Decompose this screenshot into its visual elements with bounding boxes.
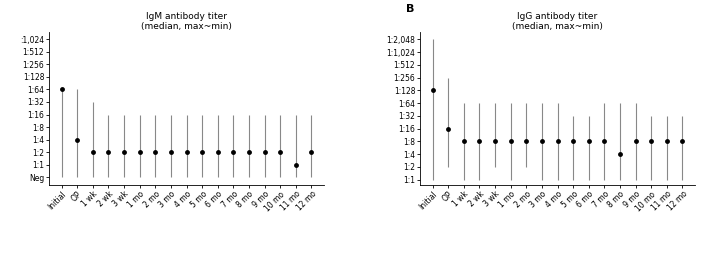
Title: IgG antibody titer
(median, max~min): IgG antibody titer (median, max~min) xyxy=(512,12,603,31)
Title: IgM antibody titer
(median, max~min): IgM antibody titer (median, max~min) xyxy=(141,12,232,31)
Text: B: B xyxy=(406,4,415,14)
